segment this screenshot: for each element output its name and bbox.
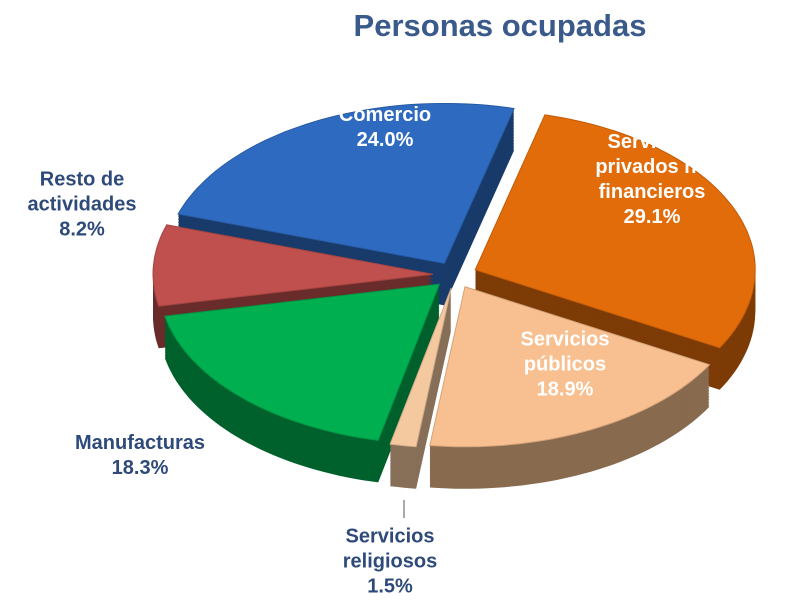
category-label: Servicios públicos — [520, 328, 610, 376]
category-label: Servicios privados no financieros — [595, 131, 709, 203]
category-label: Manufacturas — [74, 432, 206, 454]
slice-label: Servicios públicos 18.9% — [485, 328, 645, 403]
slice — [389, 287, 452, 489]
slice-label: Servicios privados no financieros 29.1% — [567, 130, 737, 230]
chart-title: Personas ocupadas — [353, 8, 647, 43]
slice-label: Manufacturas 18.3% — [40, 431, 240, 481]
slice-top — [429, 286, 711, 448]
slice-label: Comercio 24.0% — [310, 103, 460, 153]
category-label: Servicios religiosos — [342, 525, 438, 573]
value-label: 18.3% — [111, 457, 169, 479]
value-label: 24.0% — [356, 129, 414, 151]
value-label: 18.9% — [536, 378, 594, 401]
category-label: Comercio — [338, 104, 432, 126]
slice — [164, 283, 441, 483]
value-label: 8.2% — [59, 218, 105, 241]
value-label: 1.5% — [367, 575, 413, 598]
slice-label: Servicios religiosos 1.5% — [310, 525, 470, 600]
slice-top — [152, 224, 434, 307]
slice-label: Resto de actividades 8.2% — [12, 168, 152, 243]
slice — [429, 286, 711, 489]
slice-top — [164, 283, 441, 441]
category-label: Resto de actividades — [27, 168, 137, 216]
value-label: 29.1% — [623, 206, 681, 228]
slice-top — [389, 287, 452, 448]
slice-top — [474, 114, 756, 349]
slice-top — [177, 103, 515, 264]
